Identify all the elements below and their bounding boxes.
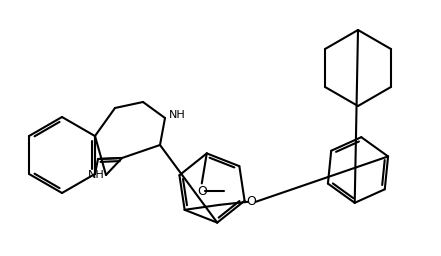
Text: O: O	[197, 185, 207, 198]
Text: NH: NH	[88, 170, 105, 180]
Text: O: O	[247, 195, 257, 208]
Text: NH: NH	[169, 110, 186, 120]
